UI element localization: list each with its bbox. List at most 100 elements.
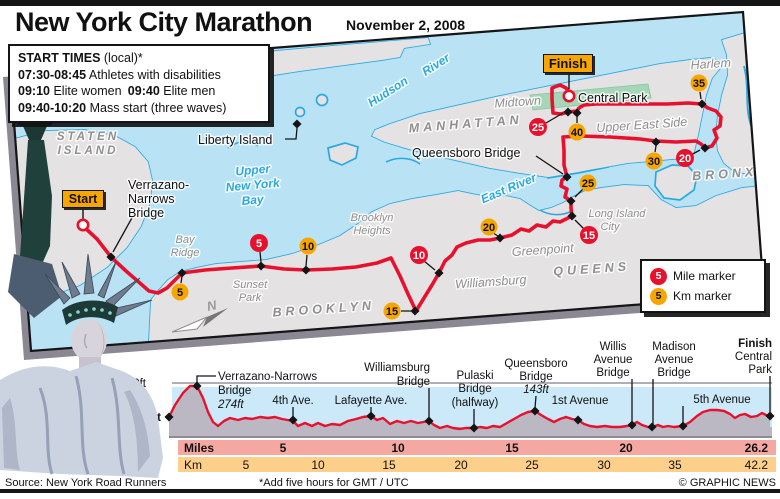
legend-mile-row: 5 Mile marker — [650, 266, 756, 286]
elev-pulaski-3: (halfway) — [452, 397, 499, 409]
start-times-line-3: 09:40-10:20 Mass start (three waves) — [18, 100, 227, 115]
km-marker-badge: 5 — [650, 287, 667, 305]
long-island-city-label-1: Long Island — [589, 208, 647, 220]
area-labels: Harlem Midtown Upper East Side Bay Ridge… — [169, 54, 733, 305]
upper-bay-label-1: Upper — [235, 161, 272, 178]
elev-willis-3: Bridge — [596, 367, 629, 379]
km-marker-legend-label: Km marker — [673, 289, 732, 303]
svg-text:25: 25 — [532, 122, 544, 134]
elev-4th-ave: 4th Ave. — [272, 395, 313, 407]
elev-madison-2: Avenue — [655, 354, 694, 366]
km-35: 35 — [668, 458, 682, 472]
elev-williamsburg-1: Williamsburg — [364, 362, 430, 374]
svg-text:5: 5 — [256, 238, 262, 250]
km-422: 42.2 — [745, 458, 769, 472]
source-credit: Source: New York Road Runners — [5, 477, 167, 489]
start-times-title: START TIMES — [18, 51, 101, 65]
mile-marker-badge: 5 — [650, 267, 667, 285]
compass-n-label: N — [206, 297, 219, 314]
svg-text:15: 15 — [583, 230, 595, 242]
svg-text:10: 10 — [413, 250, 425, 262]
km-5: 5 — [243, 458, 250, 472]
land-ellis-island — [315, 93, 329, 107]
elev-1st-avenue: 1st Avenue — [552, 395, 609, 407]
sunset-park-label-2: Park — [239, 292, 262, 304]
williamsburg-label: Williamsburg — [455, 273, 527, 292]
elev-queensboro-2: Bridge — [519, 371, 552, 383]
mile-marker-25: 25 — [529, 107, 573, 136]
long-island-city-label-2: City — [601, 221, 621, 233]
km-25: 25 — [525, 458, 539, 472]
greenpoint-label: Greenpoint — [511, 241, 574, 259]
land-liberty-island — [294, 106, 306, 118]
miles-row-label: Miles — [184, 441, 214, 455]
mile-marker-5: 5 — [250, 234, 268, 271]
axis-300ft: 300ft — [120, 378, 146, 390]
svg-text:25: 25 — [582, 178, 594, 190]
elev-verrazano-2: Bridge — [218, 385, 251, 397]
brooklyn-heights-label-1: Brooklyn — [351, 212, 394, 224]
bottom-rule — [0, 489, 780, 493]
elev-pulaski-2: Bridge — [458, 383, 491, 395]
page-title: New York City Marathon — [15, 7, 313, 37]
elev-queensboro-1: Queensboro — [504, 358, 567, 370]
elev-williamsburg-2: Bridge — [397, 376, 430, 388]
km-20: 20 — [454, 458, 468, 472]
upper-bay-label-2: New York — [225, 176, 281, 195]
start-times-heading: START TIMES (local)* — [18, 51, 143, 65]
harlem-label: Harlem — [690, 56, 731, 73]
bronx-label: BRONX — [692, 165, 758, 184]
sunset-park-label-1: Sunset — [233, 279, 268, 291]
map: N Hudson River East River Upper New York… — [10, 12, 764, 351]
brooklyn-heights-label-2: Heights — [353, 225, 391, 237]
start-times-line-1: 07:30-08:45 Athletes with disabilities — [18, 67, 221, 82]
elev-madison-3: Bridge — [657, 367, 690, 379]
elev-pulaski-1: Pulaski — [456, 370, 493, 382]
finish-point — [562, 89, 576, 103]
central-park-label: Central Park — [578, 91, 648, 105]
staten-label-2: ISLAND — [58, 145, 119, 157]
queensboro-label: Queensboro Bridge — [412, 146, 520, 160]
verrazano-label-3: Bridge — [128, 206, 164, 220]
finish-flag: Finish — [543, 54, 593, 73]
mile-marker-legend-label: Mile marker — [673, 269, 736, 283]
verrazano-label-1: Verrazano- — [128, 178, 189, 192]
central-park-area — [529, 83, 652, 111]
elev-madison-1: Madison — [652, 341, 695, 353]
km-row-label: Km — [184, 458, 202, 472]
elev-verrazano-1: Verrazano-Narrows — [218, 371, 317, 383]
miles-15: 15 — [505, 441, 519, 455]
start-times-line-2: 09:10 Elite women 09:40 Elite men — [18, 84, 216, 98]
svg-text:20: 20 — [679, 153, 691, 165]
miles-band — [178, 440, 776, 455]
midtown-label: Midtown — [494, 93, 541, 110]
bay-ridge-label-1: Bay — [176, 234, 196, 246]
elev-verrazano-3: 274ft — [217, 399, 244, 411]
svg-text:35: 35 — [693, 78, 705, 90]
svg-text:5: 5 — [177, 287, 183, 299]
svg-text:40: 40 — [571, 127, 583, 139]
bay-ridge-label-2: Ridge — [171, 247, 200, 259]
start-flag: Start — [62, 190, 104, 208]
distance-scale: Miles 5 10 15 20 26.2 Km 5 10 15 20 25 3… — [178, 440, 776, 472]
miles-20: 20 — [619, 441, 633, 455]
miles-5: 5 — [280, 441, 287, 455]
elevation-profile: 300ft 0 Start Verrazano-Narrows Bridge 2… — [120, 338, 775, 438]
top-rule — [0, 0, 780, 6]
date-label: November 2, 2008 — [346, 17, 466, 33]
land-randalls-island — [654, 164, 698, 201]
km-markers: 5 10 15 20 — [171, 74, 708, 320]
liberty-island-diamond — [292, 119, 302, 129]
upper-bay-label-3: Bay — [241, 192, 265, 208]
start-point — [76, 218, 90, 232]
compass-north: N — [171, 297, 228, 333]
staten-label-1: STATEN — [57, 131, 119, 143]
profile-labels: Verrazano-Narrows Bridge 274ft 4th Ave. … — [217, 338, 772, 411]
verrazano-label-2: Narrows — [128, 192, 175, 206]
km-10: 10 — [311, 458, 325, 472]
start-times-box: START TIMES (local)* 07:30-08:45 Athlete… — [8, 44, 270, 123]
svg-text:30: 30 — [648, 156, 660, 168]
mile-markers: 5 10 15 20 — [250, 107, 710, 278]
profile-fill — [169, 386, 770, 436]
